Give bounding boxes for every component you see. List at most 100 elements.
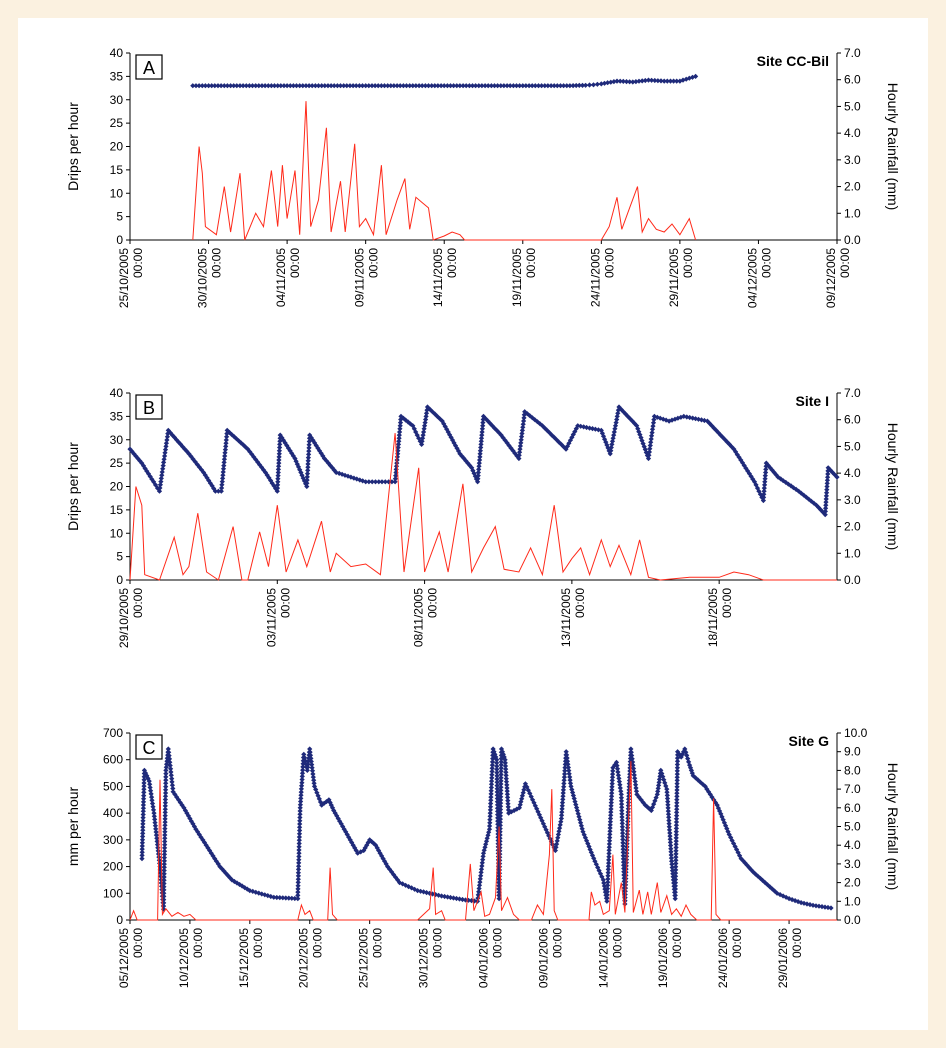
y2-tick-label: 4.0 xyxy=(844,838,861,852)
drip-point xyxy=(477,879,483,885)
drip-point xyxy=(394,83,400,89)
drip-point xyxy=(516,455,522,462)
drip-point xyxy=(497,816,503,822)
drip-point xyxy=(673,860,679,867)
drip-point xyxy=(620,833,626,839)
drip-point xyxy=(631,772,637,778)
x-tick-label-group: 30/12/2005 00:00 xyxy=(417,928,445,988)
x-tick-date: 03/11/2005 xyxy=(264,588,278,647)
drip-point xyxy=(823,505,829,511)
y2-tick-label: 0.0 xyxy=(844,233,861,247)
drip-point xyxy=(539,818,545,824)
drip-point xyxy=(480,423,486,429)
drip-point xyxy=(546,833,552,839)
drip-point xyxy=(494,792,500,798)
drip-point xyxy=(744,862,750,868)
drip-point xyxy=(422,423,428,429)
drip-point xyxy=(477,457,483,463)
drip-point xyxy=(175,797,182,803)
drip-point xyxy=(673,857,679,863)
drip-point xyxy=(611,429,617,435)
drip-point xyxy=(608,806,614,812)
drip-point xyxy=(504,83,510,89)
drip-point xyxy=(307,749,313,755)
drip-point xyxy=(567,774,573,780)
drip-point xyxy=(140,802,146,808)
drip-point xyxy=(275,473,281,479)
drip-point xyxy=(478,438,484,444)
y2-tick-label: 2.0 xyxy=(844,180,861,194)
drip-point xyxy=(410,83,416,89)
drip-point xyxy=(429,83,435,89)
drip-point xyxy=(661,78,667,84)
drip-point xyxy=(206,83,212,89)
x-tick-time: 00:00 xyxy=(602,248,616,278)
drip-point xyxy=(606,854,612,860)
drip-point xyxy=(295,870,301,876)
x-tick-date: 24/11/2005 xyxy=(588,248,602,307)
drip-point xyxy=(629,418,635,424)
drip-point xyxy=(513,83,520,89)
y2-tick-label: 7.0 xyxy=(844,46,861,60)
drip-point xyxy=(297,818,303,824)
y-tick-label: 20 xyxy=(110,140,124,154)
drip-point xyxy=(609,784,615,790)
x-tick-label-group: 19/01/2006 00:00 xyxy=(656,928,684,988)
drip-point xyxy=(140,808,146,814)
x-tick-time: 00:00 xyxy=(681,248,695,278)
drip-point xyxy=(763,469,769,476)
drip-point xyxy=(297,802,303,808)
drip-point xyxy=(275,83,281,89)
y-axis-title: Drips per hour xyxy=(65,442,81,531)
drip-point xyxy=(673,841,679,847)
drip-point xyxy=(309,765,315,771)
drip-point xyxy=(162,832,168,838)
drip-point xyxy=(597,871,604,877)
drip-point xyxy=(517,83,523,89)
drip-point xyxy=(293,83,300,89)
y-axis-title: Drips per hour xyxy=(65,102,81,191)
drip-point xyxy=(488,791,494,797)
site-title: Site G xyxy=(789,733,830,749)
y2-tick-label: 6.0 xyxy=(844,73,861,87)
drip-point xyxy=(668,846,674,852)
drip-point xyxy=(584,838,590,844)
drip-point xyxy=(162,848,168,854)
drip-point xyxy=(570,83,576,89)
drip-point xyxy=(300,83,306,89)
drip-point xyxy=(561,777,567,783)
drip-point xyxy=(576,82,582,88)
drip-point xyxy=(720,817,726,823)
drip-point xyxy=(674,774,680,780)
drip-point xyxy=(495,83,501,89)
panel-label-box xyxy=(135,734,163,760)
drip-point xyxy=(348,474,354,480)
drip-point xyxy=(274,894,280,901)
drip-point xyxy=(385,864,391,870)
drip-point xyxy=(524,784,530,790)
drip-point xyxy=(614,766,621,772)
drip-point xyxy=(555,831,561,838)
drip-point xyxy=(519,434,525,440)
drip-point xyxy=(466,83,472,89)
drip-point xyxy=(147,781,153,787)
drip-point xyxy=(558,815,564,822)
y-tick-label: 30 xyxy=(110,433,124,447)
drip-point xyxy=(617,785,623,791)
drip-point xyxy=(832,472,838,478)
drip-point xyxy=(503,772,509,778)
x-tick-label-group: 29/10/2005 00:00 xyxy=(117,588,145,648)
y2-tick-label: 7.0 xyxy=(844,782,861,796)
drip-point xyxy=(748,867,754,873)
drip-point xyxy=(304,483,310,490)
y2-tick-label: 2.0 xyxy=(844,876,861,890)
drip-point xyxy=(392,479,398,485)
drip-point xyxy=(628,746,634,752)
drip-point xyxy=(664,78,670,84)
drip-point xyxy=(608,796,614,803)
panel-label: B xyxy=(143,398,155,418)
drip-point xyxy=(561,444,567,450)
drip-point xyxy=(487,804,494,810)
x-tick-date: 25/10/2005 xyxy=(117,248,131,308)
drip-point xyxy=(488,797,494,803)
